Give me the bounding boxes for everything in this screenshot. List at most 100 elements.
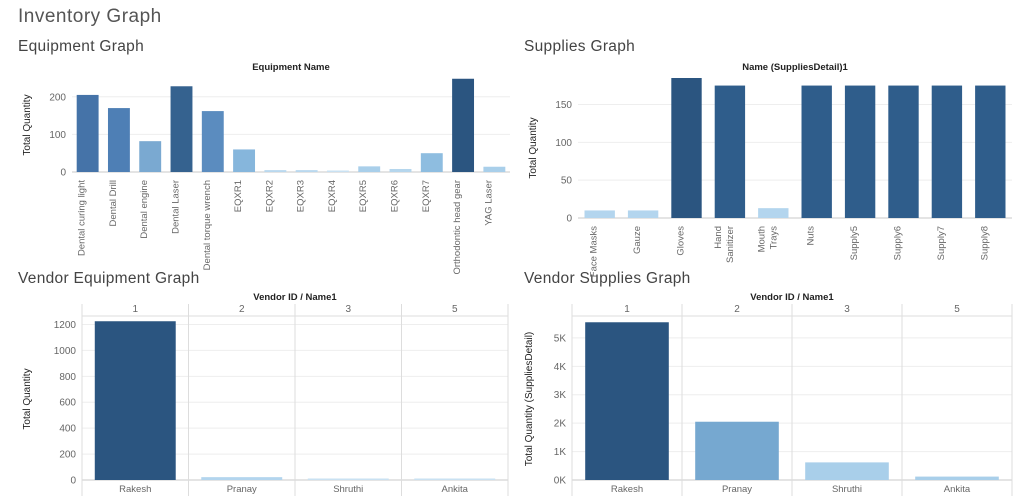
vendor_equipment-y-tick-label: 1200 [54,320,77,331]
supplies-x-category-label: Gauze [632,226,643,254]
equipment-x-category-label: Dental torque wrench [202,180,213,270]
vendor_equipment-bar [307,478,389,480]
equipment-x-category-label: EQXR4 [327,180,338,212]
equipment-bar [358,166,381,172]
vendor_supplies-bar [695,421,779,480]
equipment-x-category-label: EQXR2 [264,180,275,212]
vendor_supplies-x-category-label: Rakesh [611,484,643,495]
supplies-bar [627,210,659,218]
equipment-y-tick-label: 100 [49,130,66,141]
supplies-bar [758,208,789,218]
vendor_supplies-header: Vendor ID / Name1 [750,292,834,303]
equipment-x-category-label: Orthodontic head gear [452,180,463,275]
vendor_equipment-bar [414,478,496,480]
supplies-x-category-label: Face Masks [589,226,600,277]
vendor_equipment-column-id: 1 [132,304,138,315]
vendor_supplies-bar [915,476,999,480]
vendor_supplies-y-tick-label: 3K [554,390,567,401]
vendor_supplies-y-tick-label: 1K [554,447,567,458]
equipment-bar [420,153,443,172]
equipment-x-category-label: EQXR6 [390,180,401,212]
vendor_equipment-y-tick-label: 400 [59,424,76,435]
supplies-x-category-label: Supply7 [936,226,947,260]
vendor_equipment-header: Vendor ID / Name1 [253,292,337,303]
equipment-bar [139,141,162,172]
equipment-bar [264,170,287,172]
supplies-x-category-label: Mouth [756,226,767,252]
equipment-x-category-label: Dental curing light [77,180,88,256]
vendor_supplies-column-id: 5 [954,304,960,315]
vendor_supplies-y-tick-label: 0K [554,476,567,487]
vendor_supplies-column-id: 3 [844,304,850,315]
supplies-y-tick-label: 100 [555,138,572,149]
supplies-bar [714,85,746,218]
equipment-graph-title: Equipment Graph [18,38,144,55]
supplies-bar [844,85,876,218]
supplies-bar [888,85,919,218]
equipment-bar [233,149,256,172]
vendor_supplies-y-tick-label: 4K [554,362,567,373]
equipment-bar [295,170,318,172]
vendor_equipment-x-category-label: Pranay [227,484,257,495]
equipment-x-category-label: Dental Laser [171,180,182,234]
vendor_supplies-column-id: 2 [734,304,740,315]
vendor_equipment-x-category-label: Shruthi [333,484,363,495]
supplies-x-category-label: Trays [768,226,779,250]
equipment-y-axis-title: Total Quantity [22,94,33,155]
vendor_equipment-y-tick-label: 200 [59,450,76,461]
supplies-header: Name (SuppliesDetail)1 [742,62,848,73]
vendor_supplies-x-category-label: Pranay [722,484,752,495]
equipment-x-category-label: EQXR1 [233,180,244,212]
supplies-x-category-label: Hand [713,226,724,249]
supplies-y-tick-label: 150 [555,100,572,111]
vendor_equipment-column-id: 2 [239,304,245,315]
equipment-header: Equipment Name [252,62,330,73]
supplies-graph-title: Supplies Graph [524,38,636,55]
vendor_equipment-bar [201,477,283,480]
supplies-x-category-label: Supply6 [893,226,904,260]
vendor_supplies-column-id: 1 [624,304,630,315]
equipment-x-category-label: EQXR7 [421,180,432,212]
supplies-bar [975,85,1006,218]
supplies-bar [801,85,832,218]
supplies-x-category-label: Gloves [676,226,687,256]
equipment-y-tick-label: 200 [49,92,66,103]
supplies-x-category-label: Supply5 [849,226,860,260]
supplies-bar [931,85,963,218]
vendor_equipment-y-tick-label: 800 [59,372,76,383]
vendor_equipment-y-tick-label: 0 [70,476,76,487]
vendor_equipment-y-axis-title: Total Quantity [22,368,33,429]
equipment-x-category-label: Dental engine [139,180,150,239]
vendor_supplies-x-category-label: Shruthi [832,484,862,495]
vendor_supplies-y-axis-title: Total Quantity (SuppliesDetail) [524,332,535,467]
equipment-bar [76,94,99,172]
equipment-x-category-label: YAG Laser [483,180,494,226]
vendor_supplies-y-tick-label: 2K [554,419,567,430]
equipment-bar [326,170,349,172]
supplies-y-axis-title: Total Quantity [528,117,539,178]
supplies-x-category-label: Nuts [806,226,817,246]
equipment-bar [201,111,224,172]
equipment-x-category-label: EQXR5 [358,180,369,212]
equipment-bar [483,166,506,172]
supplies-bar [671,78,702,218]
vendor_supplies-bar [585,322,669,480]
equipment-bar [170,86,193,172]
vendor_equipment-x-category-label: Ankita [442,484,469,495]
vendor-equipment-graph-title: Vendor Equipment Graph [18,270,200,287]
vendor_supplies-x-category-label: Ankita [944,484,971,495]
vendor_equipment-y-tick-label: 600 [59,398,76,409]
equipment-x-category-label: EQXR3 [296,180,307,212]
equipment-y-tick-label: 0 [60,168,66,179]
vendor_supplies-bar [805,462,889,480]
page-title: Inventory Graph [18,6,162,27]
equipment-x-category-label: Dental Drill [108,180,119,226]
vendor_equipment-x-category-label: Rakesh [119,484,151,495]
supplies-y-tick-label: 50 [561,176,573,187]
supplies-bar [584,210,615,218]
vendor_equipment-bar [94,321,176,480]
supplies-x-category-label: Sanitizer [725,226,736,263]
supplies-y-tick-label: 0 [566,214,572,225]
vendor_supplies-y-tick-label: 5K [554,333,567,344]
